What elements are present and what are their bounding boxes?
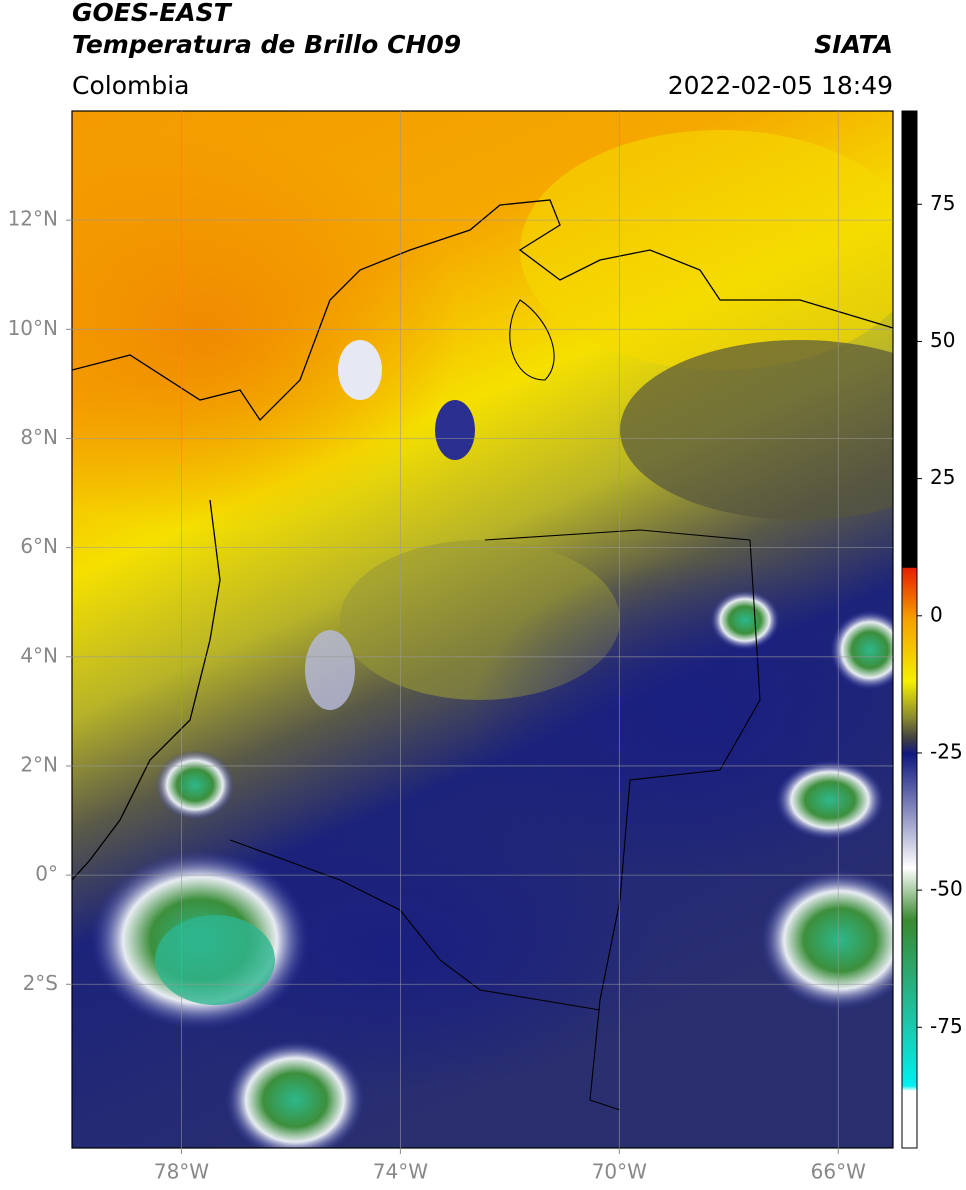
lat-tick-label: 8°N — [20, 425, 58, 449]
datetime: 2022-02-05 18:49 — [668, 71, 893, 100]
colorbar-tick-label: -50 — [930, 877, 963, 901]
map-frame — [71, 110, 894, 1149]
lat-tick-label: 6°N — [20, 534, 58, 558]
colorbar-tick-label: 25 — [930, 465, 955, 489]
colorbar-tick-label: -25 — [930, 739, 963, 763]
lat-tick-label: 0° — [35, 862, 58, 886]
colorbar-tick-label: 50 — [930, 328, 955, 352]
colorbar — [901, 110, 918, 1149]
lon-tick-label: 66°W — [811, 1160, 866, 1184]
lon-tick-label: 74°W — [373, 1160, 428, 1184]
satellite-image — [72, 111, 893, 1148]
colorbar-tick-label: 75 — [930, 191, 955, 215]
satellite: GOES-EAST — [72, 0, 233, 27]
lon-tick-label: 70°W — [592, 1160, 647, 1184]
lat-tick-label: 4°N — [20, 643, 58, 667]
source: SIATA — [814, 30, 893, 59]
lat-tick-label: 10°N — [8, 316, 58, 340]
region: Colombia — [72, 71, 189, 100]
lat-tick-label: 2°N — [20, 752, 58, 776]
lat-tick-label: 2°S — [23, 971, 58, 995]
lon-tick-label: 78°W — [154, 1160, 209, 1184]
colorbar-tick-label: -75 — [930, 1014, 963, 1038]
lat-tick-label: 12°N — [8, 207, 58, 231]
product: Temperatura de Brillo CH09 — [72, 30, 461, 59]
colorbar-tick-label: 0 — [930, 602, 943, 626]
